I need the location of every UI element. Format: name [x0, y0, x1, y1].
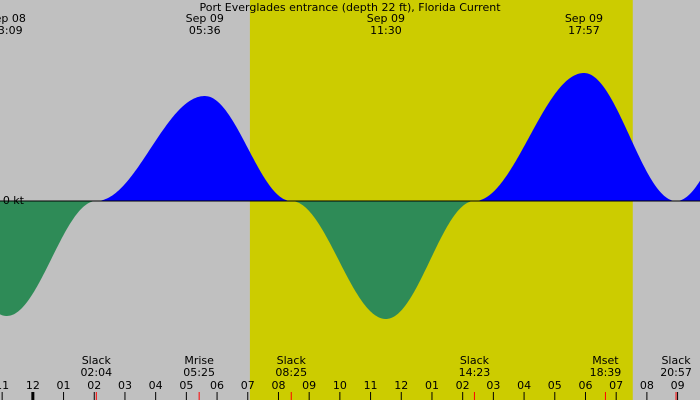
extremum-date: Sep 09 [367, 12, 405, 25]
event-label: Mset [592, 354, 619, 367]
extremum-date: Sep 09 [186, 12, 224, 25]
x-tick-label: 09 [302, 379, 316, 392]
x-tick-label: 06 [578, 379, 592, 392]
event-label: Slack [277, 354, 307, 367]
event-label: Slack [82, 354, 112, 367]
x-tick-label: 12 [394, 379, 408, 392]
ebb-area [0, 201, 700, 319]
x-tick-label: 04 [149, 379, 163, 392]
extremum-time: 23:09 [0, 24, 23, 37]
extremum-time: 11:30 [370, 24, 402, 37]
event-label: Slack [460, 354, 490, 367]
event-time: 05:25 [183, 366, 215, 379]
event-time: 02:04 [80, 366, 112, 379]
event-label: Mrise [184, 354, 214, 367]
x-tick-label: 05 [179, 379, 193, 392]
event-time: 08:25 [275, 366, 307, 379]
x-tick-label: 03 [118, 379, 132, 392]
extremum-date: Sep 08 [0, 12, 26, 25]
event-time: 18:39 [590, 366, 622, 379]
x-tick-label: 02 [87, 379, 101, 392]
x-tick-label: 07 [241, 379, 255, 392]
x-tick-label: 08 [271, 379, 285, 392]
event-time: 20:57 [660, 366, 692, 379]
x-tick-label: 11 [0, 379, 9, 392]
y-tick-label: 0 kt [3, 194, 25, 207]
extremum-time: 05:36 [189, 24, 221, 37]
x-tick-label: 01 [425, 379, 439, 392]
event-time: 14:23 [459, 366, 491, 379]
flood-area [0, 73, 700, 201]
extremum-time: 17:57 [568, 24, 600, 37]
extremum-date: Sep 09 [565, 12, 603, 25]
x-tick-label: 08 [640, 379, 654, 392]
x-tick-label: 07 [609, 379, 623, 392]
x-tick-label: 02 [456, 379, 470, 392]
x-tick-label: 10 [333, 379, 347, 392]
x-tick-label: 11 [364, 379, 378, 392]
x-tick-label: 09 [671, 379, 685, 392]
chart-title: Port Everglades entrance (depth 22 ft), … [199, 1, 501, 14]
x-tick-label: 04 [517, 379, 531, 392]
x-tick-label: 06 [210, 379, 224, 392]
x-tick-label: 03 [486, 379, 500, 392]
event-label: Slack [661, 354, 691, 367]
x-tick-label: 12 [26, 379, 40, 392]
x-tick-label: 05 [548, 379, 562, 392]
x-tick-label: 01 [57, 379, 71, 392]
